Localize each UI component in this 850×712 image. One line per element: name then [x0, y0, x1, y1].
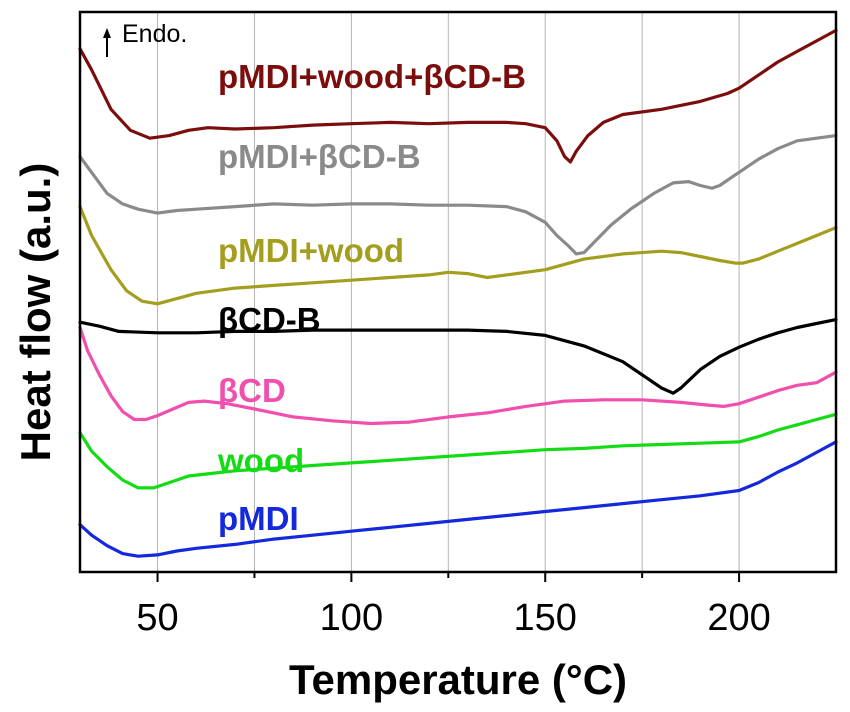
- plot-frame: [78, 10, 838, 574]
- series-label: pMDI+βCD-B: [218, 138, 421, 175]
- series-line: [78, 134, 838, 256]
- series-labels: pMDI+wood+βCD-B pMDI+βCD-B pMDI+wood βCD-B β…: [217, 58, 526, 537]
- series-label: βCD: [218, 372, 286, 409]
- endo-label: Endo.: [122, 20, 187, 48]
- series-line: [78, 412, 838, 490]
- series-line: [78, 440, 838, 558]
- x-tick-label: 150: [514, 597, 577, 639]
- x-tick-label: 50: [136, 597, 178, 639]
- series-line: [78, 318, 838, 395]
- series-line: [78, 325, 838, 426]
- series-label: wood: [217, 442, 304, 479]
- x-tick-label: 200: [707, 597, 770, 639]
- series-line: [78, 28, 838, 164]
- y-axis-title: Heat flow (a.u.): [12, 163, 59, 462]
- series-label: pMDI+wood+βCD-B: [218, 58, 526, 95]
- series-label: pMDI+wood: [218, 232, 404, 269]
- x-axis-ticks: [156, 572, 741, 582]
- endo-annotation: Endo.: [103, 20, 187, 57]
- series-label: pMDI: [218, 500, 299, 537]
- series-curves: [78, 28, 838, 558]
- x-tick-labels: 50 100 150 200: [136, 597, 770, 639]
- x-tick-label: 100: [320, 597, 383, 639]
- series-line: [78, 205, 838, 306]
- endo-arrow-icon: [103, 28, 111, 57]
- vertical-gridlines: [157, 12, 740, 572]
- series-label: βCD-B: [218, 301, 321, 338]
- x-axis-title: Temperature (°C): [289, 656, 627, 703]
